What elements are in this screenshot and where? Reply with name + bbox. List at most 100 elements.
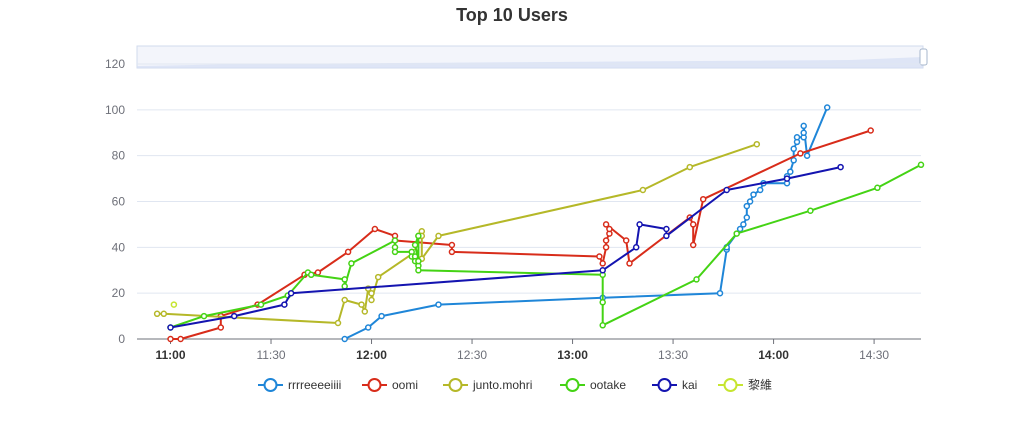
data-point[interactable] xyxy=(800,122,807,130)
data-point[interactable] xyxy=(160,310,168,318)
data-point[interactable] xyxy=(716,289,724,297)
data-point[interactable] xyxy=(361,308,369,315)
data-point[interactable] xyxy=(917,161,925,169)
data-point[interactable] xyxy=(378,312,385,320)
data-point[interactable] xyxy=(391,248,399,256)
data-point[interactable] xyxy=(740,221,747,228)
data-point[interactable] xyxy=(200,312,208,320)
data-point[interactable] xyxy=(790,157,797,164)
legend-item[interactable]: 黎維 xyxy=(718,378,772,392)
data-point[interactable] xyxy=(756,186,764,194)
data-point[interactable] xyxy=(743,202,751,210)
data-point[interactable] xyxy=(167,324,174,331)
data-point[interactable] xyxy=(371,225,379,233)
data-point[interactable] xyxy=(364,324,372,331)
data-point[interactable] xyxy=(686,163,694,171)
legend-item[interactable]: oomi xyxy=(362,378,418,392)
data-point[interactable] xyxy=(636,221,643,228)
data-point[interactable] xyxy=(435,232,442,240)
legend-item[interactable]: junto.mohri xyxy=(443,378,532,392)
data-point[interactable] xyxy=(348,260,355,267)
data-point[interactable] xyxy=(793,134,801,141)
data-point[interactable] xyxy=(602,221,610,228)
data-point[interactable] xyxy=(807,207,814,214)
series-kai xyxy=(167,163,844,331)
data-point[interactable] xyxy=(314,269,322,276)
legend-item[interactable]: rrrreeeeiiii xyxy=(258,378,341,392)
data-point[interactable] xyxy=(790,145,797,153)
data-point[interactable] xyxy=(368,296,375,304)
data-point[interactable] xyxy=(415,257,422,265)
data-point[interactable] xyxy=(743,214,751,221)
legend[interactable]: rrrreeeeiiii oomi junto.mohri ootake kai 黎維 xyxy=(258,378,772,392)
data-point[interactable] xyxy=(599,267,606,274)
data-point[interactable] xyxy=(837,163,844,171)
data-point[interactable] xyxy=(435,301,442,308)
data-point[interactable] xyxy=(257,301,265,308)
data-point[interactable] xyxy=(733,230,740,237)
data-point[interactable] xyxy=(307,271,315,279)
data-point[interactable] xyxy=(632,244,640,251)
data-point[interactable] xyxy=(753,140,761,148)
data-point[interactable] xyxy=(750,191,757,198)
data-point[interactable] xyxy=(599,322,606,329)
data-point[interactable] xyxy=(599,260,606,267)
x-tick-label: 13:30 xyxy=(658,348,688,362)
data-point[interactable] xyxy=(415,232,422,240)
data-point[interactable] xyxy=(823,104,831,111)
data-point[interactable] xyxy=(334,319,342,327)
data-point[interactable] xyxy=(787,168,794,175)
data-point[interactable] xyxy=(689,221,697,228)
data-point[interactable] xyxy=(602,244,610,251)
data-point[interactable] xyxy=(341,335,348,343)
series-group xyxy=(153,104,925,343)
data-point[interactable] xyxy=(663,225,670,233)
data-point[interactable] xyxy=(622,237,630,244)
data-point[interactable] xyxy=(448,241,456,249)
data-point[interactable] xyxy=(167,335,174,343)
zoom-slider-selection[interactable] xyxy=(137,46,923,68)
data-point[interactable] xyxy=(639,186,647,194)
legend-item[interactable]: ootake xyxy=(560,378,626,392)
data-point[interactable] xyxy=(374,273,382,281)
data-point[interactable] xyxy=(602,237,610,244)
data-point[interactable] xyxy=(281,301,288,308)
data-point[interactable] xyxy=(217,324,225,331)
data-point[interactable] xyxy=(341,296,348,304)
data-point[interactable] xyxy=(415,267,422,274)
data-point[interactable] xyxy=(599,299,606,306)
data-point[interactable] xyxy=(230,312,238,320)
y-tick-label: 20 xyxy=(112,286,126,300)
data-point[interactable] xyxy=(663,232,670,240)
data-point[interactable] xyxy=(170,301,178,308)
data-point[interactable] xyxy=(693,276,700,283)
data-point[interactable] xyxy=(723,186,730,194)
data-point[interactable] xyxy=(341,283,348,290)
zoom-slider-handle-right[interactable] xyxy=(919,48,928,66)
series-黎維 xyxy=(170,301,178,308)
data-point[interactable] xyxy=(783,175,791,182)
data-point[interactable] xyxy=(391,237,399,244)
data-point[interactable] xyxy=(867,127,874,134)
data-point[interactable] xyxy=(874,184,881,192)
data-point[interactable] xyxy=(746,198,754,205)
data-point[interactable] xyxy=(411,241,419,249)
data-point[interactable] xyxy=(689,241,697,249)
data-point[interactable] xyxy=(596,253,603,260)
data-point[interactable] xyxy=(287,289,295,297)
data-point[interactable] xyxy=(177,335,184,343)
data-point[interactable] xyxy=(606,225,613,233)
data-zoom-slider[interactable] xyxy=(136,45,928,69)
data-point[interactable] xyxy=(341,276,348,283)
data-point[interactable] xyxy=(797,150,804,157)
data-point[interactable] xyxy=(626,260,633,267)
data-point[interactable] xyxy=(368,289,375,297)
data-point[interactable] xyxy=(358,301,365,308)
legend-item[interactable]: kai xyxy=(652,378,697,392)
data-point[interactable] xyxy=(448,248,456,256)
data-point[interactable] xyxy=(800,129,807,137)
data-point[interactable] xyxy=(344,248,352,256)
data-point[interactable] xyxy=(699,195,707,203)
data-point[interactable] xyxy=(803,152,811,159)
data-point[interactable] xyxy=(153,310,161,318)
